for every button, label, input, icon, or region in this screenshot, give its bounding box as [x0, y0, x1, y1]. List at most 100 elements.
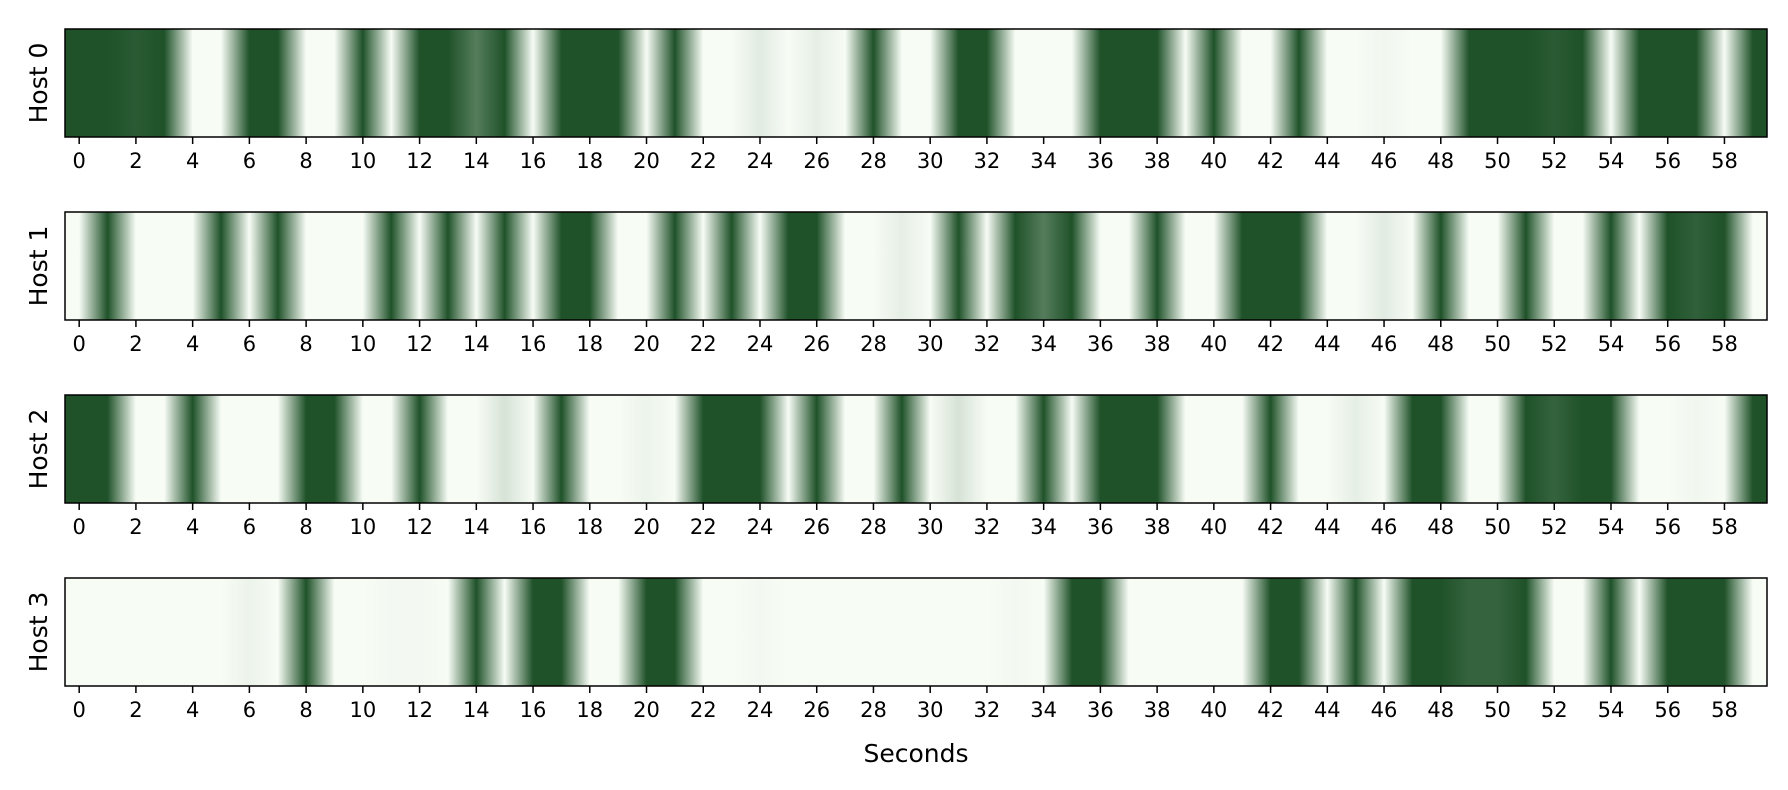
- x-tick-label: 24: [747, 698, 774, 722]
- x-tick-label: 32: [974, 332, 1001, 356]
- x-tick-label: 36: [1087, 698, 1114, 722]
- heatmap-strip: [65, 212, 1767, 320]
- x-tick-label: 10: [349, 149, 376, 173]
- x-tick-label: 58: [1711, 515, 1738, 539]
- heatmap-strip: [65, 578, 1767, 686]
- x-tick-label: 0: [72, 149, 85, 173]
- heatmap-panel-1: 0 2 4 6 8 10 12 14 16 18 20 22 24 26 28 30 32 34 36 38 40 42 4…: [24, 211, 1768, 356]
- x-tick-label: 54: [1598, 149, 1625, 173]
- x-tick-label: 22: [690, 515, 717, 539]
- x-tick-label: 6: [243, 698, 256, 722]
- x-tick-label: 38: [1144, 332, 1171, 356]
- x-tick-label: 50: [1484, 515, 1511, 539]
- x-tick-label: 8: [299, 515, 312, 539]
- x-tick-label: 12: [406, 515, 433, 539]
- x-tick-label: 46: [1371, 698, 1398, 722]
- x-tick-label: 58: [1711, 332, 1738, 356]
- x-tick-label: 6: [243, 332, 256, 356]
- x-tick-label: 34: [1030, 698, 1057, 722]
- x-tick-label: 24: [747, 515, 774, 539]
- x-tick-label: 10: [349, 698, 376, 722]
- y-axis-label: Host 1: [24, 226, 53, 307]
- x-tick-label: 56: [1654, 698, 1681, 722]
- x-tick-label: 6: [243, 149, 256, 173]
- x-tick-label: 14: [463, 515, 490, 539]
- x-tick-label: 48: [1427, 515, 1454, 539]
- panel-frame: [64, 394, 1768, 504]
- x-tick-label: 34: [1030, 149, 1057, 173]
- heatmap-panel-3: 0 2 4 6 8 10 12 14 16 18 20 22 24 26 28 30 32 34 36 38 40 42 4…: [24, 577, 1768, 722]
- x-tick-label: 58: [1711, 698, 1738, 722]
- x-tick-label: 2: [129, 332, 142, 356]
- x-tick-label: 56: [1654, 332, 1681, 356]
- x-tick-label: 18: [576, 515, 603, 539]
- x-tick-label: 32: [974, 698, 1001, 722]
- x-tick-label: 44: [1314, 149, 1341, 173]
- x-tick-label: 14: [463, 332, 490, 356]
- x-tick-label: 4: [186, 515, 199, 539]
- x-tick-label: 32: [974, 515, 1001, 539]
- x-tick-label: 40: [1200, 149, 1227, 173]
- x-tick-label: 36: [1087, 332, 1114, 356]
- x-tick-label: 16: [520, 515, 547, 539]
- heatmap-panel-0: 0 2 4 6 8 10 12 14 16 18 20 22 24 26 28 30 32 34 36 38 40 42 4…: [24, 28, 1768, 173]
- panel-frame: [64, 211, 1768, 321]
- x-tick-label: 34: [1030, 515, 1057, 539]
- x-tick-label: 16: [520, 149, 547, 173]
- x-tick-label: 46: [1371, 149, 1398, 173]
- x-tick-label: 44: [1314, 515, 1341, 539]
- x-tick-label: 26: [803, 515, 830, 539]
- x-tick-label: 42: [1257, 515, 1284, 539]
- x-tick-label: 0: [72, 515, 85, 539]
- x-tick-label: 36: [1087, 149, 1114, 173]
- x-tick-label: 42: [1257, 698, 1284, 722]
- x-tick-label: 20: [633, 149, 660, 173]
- x-tick-label: 32: [974, 149, 1001, 173]
- x-tick-label: 52: [1541, 515, 1568, 539]
- x-tick-label: 58: [1711, 149, 1738, 173]
- x-tick-label: 14: [463, 698, 490, 722]
- x-tick-label: 48: [1427, 149, 1454, 173]
- x-tick-label: 50: [1484, 149, 1511, 173]
- x-tick-label: 8: [299, 149, 312, 173]
- x-tick-label: 28: [860, 149, 887, 173]
- x-tick-label: 48: [1427, 332, 1454, 356]
- x-tick-label: 50: [1484, 332, 1511, 356]
- x-tick-label: 52: [1541, 698, 1568, 722]
- x-tick-label: 0: [72, 332, 85, 356]
- heatmap-panel-2: 0 2 4 6 8 10 12 14 16 18 20 22 24 26 28 30 32 34 36 38 40 42 4…: [24, 394, 1768, 539]
- heatmap-strip: [65, 29, 1767, 137]
- y-axis-label: Host 3: [24, 592, 53, 673]
- x-tick-label: 8: [299, 698, 312, 722]
- x-tick-label: 40: [1200, 332, 1227, 356]
- x-tick-label: 44: [1314, 332, 1341, 356]
- x-tick-label: 30: [917, 332, 944, 356]
- heatmap-strip: [65, 395, 1767, 503]
- x-tick-label: 54: [1598, 698, 1625, 722]
- x-tick-label: 16: [520, 698, 547, 722]
- x-tick-label: 10: [349, 332, 376, 356]
- x-tick-label: 6: [243, 515, 256, 539]
- x-tick-label: 22: [690, 149, 717, 173]
- x-tick-label: 52: [1541, 149, 1568, 173]
- x-tick-label: 2: [129, 149, 142, 173]
- x-tick-label: 34: [1030, 332, 1057, 356]
- x-tick-label: 40: [1200, 515, 1227, 539]
- y-axis-label: Host 2: [24, 409, 53, 490]
- x-tick-label: 22: [690, 698, 717, 722]
- x-tick-label: 18: [576, 698, 603, 722]
- x-tick-label: 20: [633, 698, 660, 722]
- x-tick-label: 44: [1314, 698, 1341, 722]
- x-tick-label: 46: [1371, 515, 1398, 539]
- x-tick-label: 18: [576, 149, 603, 173]
- x-tick-label: 52: [1541, 332, 1568, 356]
- x-tick-label: 46: [1371, 332, 1398, 356]
- x-tick-label: 0: [72, 698, 85, 722]
- panel-frame: [64, 577, 1768, 687]
- x-tick-label: 2: [129, 698, 142, 722]
- x-tick-label: 4: [186, 332, 199, 356]
- x-tick-label: 28: [860, 698, 887, 722]
- x-tick-label: 2: [129, 515, 142, 539]
- x-tick-label: 18: [576, 332, 603, 356]
